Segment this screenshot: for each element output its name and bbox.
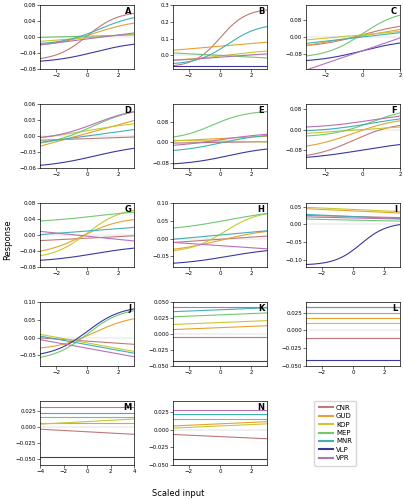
Text: E: E (259, 106, 264, 115)
Text: G: G (124, 205, 131, 214)
Text: M: M (123, 403, 131, 412)
Text: Scaled input: Scaled input (152, 488, 204, 498)
Text: J: J (128, 304, 131, 313)
Legend: CNR, GUD, KOP, MEP, MNR, VLP, VPR: CNR, GUD, KOP, MEP, MNR, VLP, VPR (314, 400, 356, 466)
Text: A: A (125, 7, 131, 16)
Text: K: K (258, 304, 264, 313)
Text: B: B (258, 7, 264, 16)
Text: F: F (391, 106, 397, 115)
Text: C: C (391, 7, 397, 16)
Text: N: N (257, 403, 264, 412)
Text: L: L (392, 304, 397, 313)
Text: H: H (257, 205, 264, 214)
Text: I: I (394, 205, 397, 214)
Text: D: D (124, 106, 131, 115)
Text: Response: Response (4, 220, 13, 260)
